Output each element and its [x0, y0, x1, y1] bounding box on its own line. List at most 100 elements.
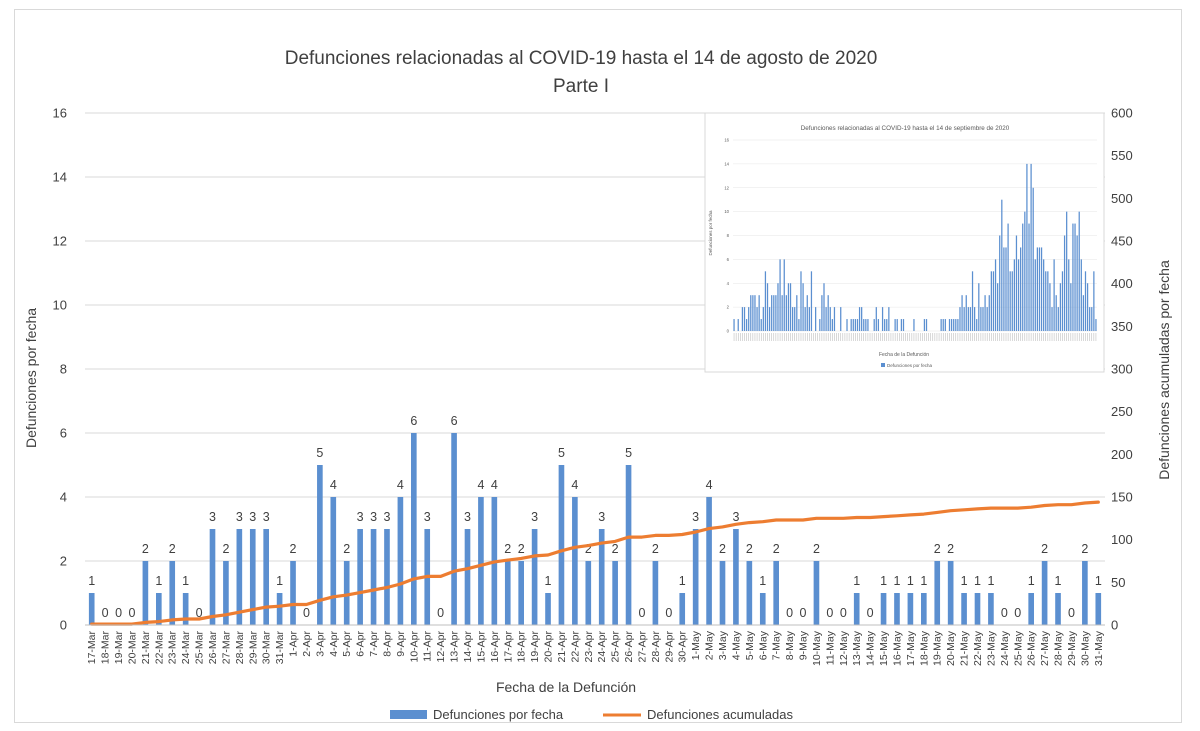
chart-svg: Defunciones relacionadas al COVID-19 has…	[23, 48, 1172, 722]
bar-data-label: 0	[638, 606, 645, 620]
inset-bar	[965, 295, 967, 331]
grid-lines	[85, 112, 1105, 562]
chart-subtitle: Parte I	[553, 76, 609, 97]
bar-data-label: 1	[759, 574, 766, 588]
x-tick-label: 9-May	[798, 630, 810, 660]
bar	[290, 561, 296, 625]
y-tick-label: 10	[53, 298, 67, 313]
x-tick-label: 15-May	[878, 630, 890, 666]
bar-data-label: 0	[800, 606, 807, 620]
x-tick-label: 22-Apr	[569, 630, 581, 662]
inset-bar	[737, 319, 739, 331]
bar-data-label: 3	[531, 510, 538, 524]
x-axis-title: Fecha de la Defunción	[496, 679, 636, 695]
inset-bar	[1028, 223, 1030, 331]
bar	[733, 529, 739, 625]
x-tick-label: 8-May	[784, 630, 796, 660]
x-tick-label: 29-May	[1066, 630, 1078, 666]
bar-data-label: 6	[451, 414, 458, 428]
inset-y-tick-label: 4	[727, 281, 730, 286]
x-tick-label: 17-Apr	[502, 630, 514, 662]
inset-bar	[1084, 271, 1087, 331]
inset-legend-label: Defunciones por fecha	[887, 363, 933, 368]
bar	[223, 561, 229, 625]
inset-bar	[1074, 223, 1076, 331]
x-tick-label: 7-Apr	[368, 631, 380, 657]
x-tick-label: 5-May	[744, 630, 756, 660]
inset-bar	[953, 319, 955, 331]
bar	[759, 593, 766, 625]
inset-bar	[748, 307, 750, 331]
inset-bar	[959, 307, 961, 331]
bar-data-label: 3	[732, 510, 739, 524]
inset-bar	[984, 295, 986, 331]
inset-bar	[787, 283, 790, 331]
bar-data-label: 5	[625, 446, 632, 460]
bar-data-label: 1	[1095, 574, 1102, 588]
inset-bar	[976, 319, 978, 331]
bar	[652, 561, 659, 625]
legend-bar-swatch	[390, 710, 427, 719]
legend-bar-label: Defunciones por fecha	[433, 707, 564, 722]
inset-bar	[863, 319, 865, 331]
x-tick-label: 17-Mar	[86, 631, 98, 665]
bar-data-label: 1	[155, 574, 162, 588]
inset-bar	[831, 319, 833, 331]
bar	[558, 465, 565, 625]
cumulative-line	[90, 500, 1100, 626]
inset-bar	[913, 319, 915, 331]
inset-y-tick-label: 16	[724, 138, 729, 143]
bar-data-label: 0	[1014, 606, 1021, 620]
bar-data-label: 2	[585, 542, 592, 556]
x-tick-label: 11-May	[824, 630, 836, 665]
inset-bar	[823, 283, 825, 331]
inset-bar	[971, 271, 974, 331]
y2-axis-ticks: 0 50 100 150 200 250 300 350 400 450 500 550 600	[1111, 106, 1133, 633]
inset-bar	[762, 307, 764, 331]
inset-bar	[1017, 259, 1020, 331]
inset-y-axis-title: Defunciones por fecha	[708, 210, 713, 256]
y-tick-label: 6	[60, 426, 67, 441]
inset-bar	[840, 307, 842, 331]
bar	[907, 593, 914, 625]
bar	[585, 561, 592, 625]
x-tick-label: 23-May	[985, 630, 997, 666]
bar-data-label: 3	[236, 510, 243, 524]
x-tick-label: 5-Apr	[341, 631, 353, 657]
inset-y-tick-label: 14	[724, 161, 729, 166]
x-tick-label: 2-May	[704, 630, 716, 660]
bar-data-label: 1	[961, 574, 968, 588]
x-tick-label: 27-Mar	[220, 631, 232, 665]
y2-tick-label: 300	[1111, 362, 1133, 377]
bar	[209, 529, 216, 625]
inset-bar	[815, 307, 817, 331]
bar-data-label: 1	[679, 574, 686, 588]
bar-data-label: 0	[665, 606, 672, 620]
bar	[692, 529, 699, 625]
inset-x-axis-title: Fecha de la Defunción	[879, 352, 929, 358]
bar	[773, 561, 780, 625]
bar-data-label: 2	[612, 542, 619, 556]
bar-data-label: 1	[1028, 574, 1035, 588]
x-tick-label: 26-May	[1026, 630, 1038, 666]
inset-background	[704, 112, 1105, 373]
inset-bar	[877, 319, 880, 331]
y-tick-label: 8	[60, 362, 67, 377]
bar	[504, 561, 511, 625]
bar-data-label: 2	[947, 542, 954, 556]
inset-bar	[1055, 295, 1057, 331]
bar	[249, 529, 256, 625]
x-tick-label: 18-Apr	[516, 630, 528, 662]
inset-bar	[1034, 259, 1036, 331]
inset-bar	[808, 307, 810, 331]
inset-bar	[1089, 307, 1091, 331]
x-tick-label: 6-Apr	[355, 631, 367, 657]
inset-bar	[1001, 199, 1003, 331]
inset-bar	[1030, 163, 1032, 331]
x-tick-label: 25-Apr	[610, 630, 622, 662]
inset-bar	[1013, 259, 1015, 331]
bar	[934, 561, 941, 625]
bar-data-label: 0	[128, 606, 135, 620]
inset-bar	[773, 295, 775, 331]
x-tick-label: 21-Apr	[556, 630, 568, 662]
